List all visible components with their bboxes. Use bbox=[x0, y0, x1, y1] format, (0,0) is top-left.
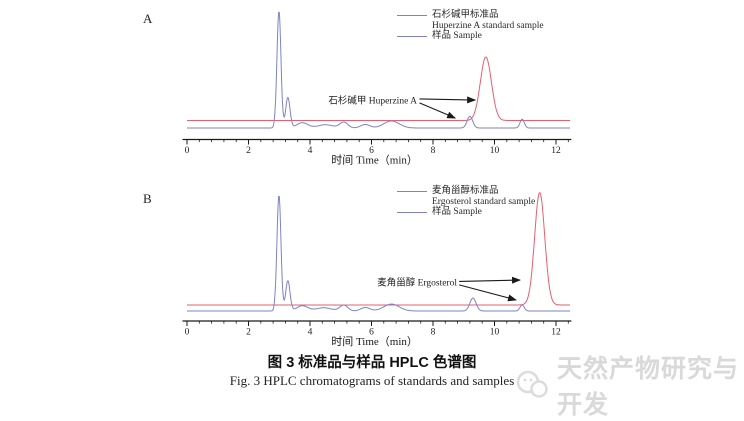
x-tick-label: 4 bbox=[308, 146, 313, 156]
sample-trace bbox=[187, 195, 571, 312]
legend-label: 样品 Sample bbox=[432, 207, 482, 217]
peak-annotation: 麦角甾醇 Ergosterol bbox=[377, 277, 457, 289]
peak-annotation: 石杉碱甲 Huperzine A bbox=[328, 95, 417, 107]
annotation-arrow bbox=[459, 276, 522, 284]
legend-label-secondary: Huperzine A standard sample bbox=[432, 20, 544, 31]
legend-label-secondary: Ergosterol standard sample bbox=[432, 196, 536, 207]
x-tick-label: 6 bbox=[369, 146, 374, 156]
x-tick-label: 8 bbox=[431, 146, 436, 156]
legend-label: 麦角甾醇标准品 bbox=[432, 186, 499, 196]
legend-panel-b: 麦角甾醇标准品 Ergosterol standard sample 样品 Samp… bbox=[397, 186, 535, 218]
x-tick-label: 10 bbox=[490, 146, 500, 156]
x-tick-label: 12 bbox=[551, 146, 561, 156]
legend-swatch bbox=[397, 190, 427, 192]
chromatogram-panel-b: 0 2 4 6 8 10 12 时间 Time（min） 麦角甾醇 Ergosterol bbox=[182, 192, 572, 348]
wechat-logo-icon bbox=[516, 370, 548, 398]
annotation-arrow bbox=[419, 96, 477, 104]
journal-watermark: 天然产物研究与开发 bbox=[514, 349, 744, 421]
legend-swatch bbox=[397, 211, 427, 213]
caption-english: Fig. 3 HPLC chromatograms of standards a… bbox=[229, 373, 515, 388]
standard-trace bbox=[187, 192, 571, 306]
x-tick-label: 0 bbox=[185, 146, 190, 156]
sample-trace bbox=[187, 11, 571, 129]
x-tick-label: 4 bbox=[308, 328, 313, 338]
annotation-arrow bbox=[419, 102, 457, 119]
legend-item: 石杉碱甲标准品 bbox=[397, 10, 544, 21]
x-tick-label: 10 bbox=[490, 328, 500, 338]
x-axis-label: 时间 Time（min） bbox=[331, 154, 418, 167]
panel-b-label: B bbox=[143, 191, 152, 206]
legend-item: 样品 Sample bbox=[397, 207, 535, 218]
x-tick-label: 8 bbox=[431, 328, 436, 338]
legend-item: 麦角甾醇标准品 bbox=[397, 186, 535, 197]
x-tick-label: 2 bbox=[246, 146, 251, 156]
legend-label: 石杉碱甲标准品 bbox=[432, 10, 499, 20]
x-tick-label: 12 bbox=[551, 328, 561, 338]
panel-a-label: A bbox=[143, 11, 153, 26]
x-tick-label: 6 bbox=[369, 328, 374, 338]
legend-swatch bbox=[397, 35, 427, 37]
legend-panel-a: 石杉碱甲标准品 Huperzine A standard sample 样品 Sam… bbox=[397, 10, 544, 42]
x-axis-label: 时间 Time（min） bbox=[331, 335, 418, 348]
standard-trace bbox=[187, 56, 571, 121]
legend-label: 样品 Sample bbox=[432, 31, 482, 41]
x-tick-label: 0 bbox=[185, 328, 190, 338]
caption-chinese: 图 3 标准品与样品 HPLC 色谱图 bbox=[267, 355, 477, 371]
chromatogram-panel-a: 0 2 4 6 8 10 12 时间 Time（min） 石杉碱甲 Huperzine A bbox=[182, 11, 572, 167]
journal-watermark-text: 天然产物研究与开发 bbox=[557, 355, 740, 419]
x-tick-label: 2 bbox=[246, 328, 251, 338]
annotation-arrow bbox=[458, 284, 517, 302]
figure-canvas: A 0 2 4 6 8 10 12 时间 Time（min） 石杉碱甲 Huperzine A … bbox=[143, 10, 738, 419]
legend-swatch bbox=[397, 14, 427, 16]
legend-item: 样品 Sample bbox=[397, 31, 544, 42]
